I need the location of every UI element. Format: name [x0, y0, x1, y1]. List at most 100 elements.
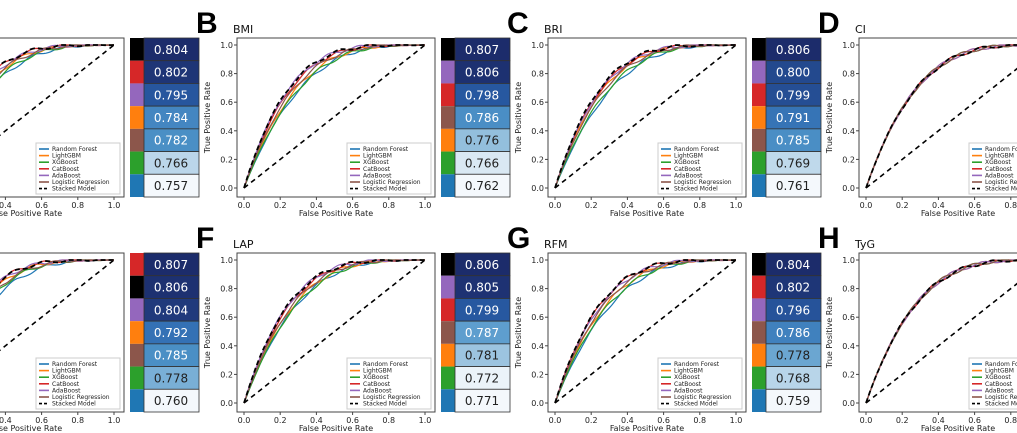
legend: Random ForestLightGBMXGBoostCatBoostAdaB… [657, 142, 743, 195]
model-color-swatch [441, 275, 455, 299]
y-tick-label: 1.0 [842, 41, 855, 50]
model-color-swatch [752, 321, 766, 344]
auc-value: 0.769 [776, 156, 810, 170]
x-tick-label: 0.4 [0, 201, 12, 210]
auc-cell [454, 388, 511, 413]
y-tick-label: 0.2 [220, 370, 233, 379]
x-tick-label: 0.6 [657, 416, 670, 425]
x-axis-label: False Positive Rate [299, 209, 373, 218]
auc-colorbar: 0.807 0.806 0.804 0.792 0.785 0.778 0.760 [130, 252, 200, 413]
auc-value: 0.806 [465, 66, 499, 80]
x-tick-label: 0.8 [693, 416, 706, 425]
legend-label: AdaBoost [363, 172, 392, 179]
auc-value: 0.771 [465, 394, 499, 408]
x-tick-label: 0.0 [238, 416, 251, 425]
legend-label: Stacked Model [52, 401, 96, 408]
x-tick-label: 0.6 [968, 201, 981, 210]
model-color-swatch [441, 321, 455, 344]
model-color-swatch [752, 253, 766, 276]
panel-title: BMI [233, 23, 253, 36]
auc-value: 0.802 [776, 281, 810, 295]
y-axis-label: True Positive Rate [203, 82, 212, 154]
x-axis-label: False Positive Rate [299, 424, 373, 433]
roc-panel: C BRI 0.0 0.2 0.4 0.6 0.8 1.0 0.0 0.2 0.4 0.6 0.8 1.0… [507, 7, 822, 218]
auc-value: 0.786 [776, 326, 810, 340]
y-tick-label: 0.6 [842, 313, 855, 322]
x-tick-label: 0.4 [310, 416, 323, 425]
legend-label: AdaBoost [674, 172, 703, 179]
roc-panel: B BMI 0.0 0.2 0.4 0.6 0.8 1.0 0.0 0.2 0.4 0.6 0.8 1.0… [196, 7, 511, 218]
auc-value: 0.795 [154, 88, 188, 102]
model-color-swatch [752, 275, 766, 299]
x-tick-label: 0.0 [238, 201, 251, 210]
legend-label: Stacked Model [985, 401, 1017, 408]
legend-label: Random Forest [52, 146, 98, 153]
model-color-swatch [130, 174, 144, 197]
legend-label: CatBoost [674, 381, 702, 388]
legend-label: Random Forest [674, 361, 720, 368]
x-axis-label: False Positive Rate [921, 209, 995, 218]
y-tick-label: 0.6 [842, 98, 855, 107]
x-tick-label: 0.8 [1004, 416, 1017, 425]
model-color-swatch [441, 128, 455, 152]
x-tick-label: 1.0 [108, 416, 121, 425]
roc-panel: 0.00.20.40.60.81.00.00.20.40.60.81.0Fals… [0, 252, 200, 433]
auc-colorbar: 0.806 0.800 0.799 0.791 0.785 0.769 0.761 [752, 37, 822, 198]
legend: Random ForestLightGBMXGBoostCatBoostAdaB… [35, 142, 121, 195]
auc-value: 0.786 [465, 111, 499, 125]
model-color-swatch [752, 60, 766, 84]
auc-value: 0.766 [465, 156, 499, 170]
legend-label: XGBoost [674, 374, 700, 381]
auc-value: 0.787 [465, 326, 499, 340]
model-color-swatch [130, 38, 144, 61]
y-tick-label: 0.6 [531, 98, 544, 107]
auc-value: 0.760 [154, 394, 188, 408]
y-axis-label: True Positive Rate [203, 297, 212, 369]
auc-colorbar: 0.804 0.802 0.796 0.786 0.778 0.768 0.759 [752, 252, 822, 413]
legend-label: Stacked Model [985, 186, 1017, 193]
auc-colorbar: 0.807 0.806 0.798 0.786 0.776 0.766 0.762 [441, 37, 511, 198]
model-color-swatch [752, 389, 766, 412]
model-color-swatch [752, 38, 766, 61]
model-color-swatch [752, 343, 766, 367]
legend-label: LightGBM [52, 368, 81, 375]
model-color-swatch [752, 298, 766, 322]
x-tick-label: 0.6 [35, 416, 48, 425]
auc-value: 0.806 [154, 281, 188, 295]
legend-box [35, 357, 121, 410]
legend: Random ForestLightGBMXGBoostCatBoostAdaB… [346, 357, 432, 410]
legend-label: Random Forest [985, 361, 1017, 368]
y-tick-label: 1.0 [220, 256, 233, 265]
panel-letter: C [507, 7, 529, 40]
auc-cell [454, 173, 511, 198]
auc-value: 0.807 [154, 258, 188, 272]
y-tick-label: 1.0 [531, 256, 544, 265]
model-color-swatch [130, 60, 144, 84]
auc-value: 0.757 [154, 179, 188, 193]
legend-label: Random Forest [52, 361, 98, 368]
y-tick-label: 0.0 [220, 184, 233, 193]
model-color-swatch [441, 389, 455, 412]
x-tick-label: 1.0 [419, 416, 432, 425]
y-tick-label: 0.6 [220, 98, 233, 107]
y-tick-label: 0.8 [531, 70, 544, 79]
y-tick-label: 0.2 [220, 155, 233, 164]
legend-box [346, 357, 432, 410]
legend-label: CatBoost [52, 166, 80, 173]
legend-label: AdaBoost [52, 387, 81, 394]
x-tick-label: 0.8 [71, 201, 84, 210]
legend-label: LightGBM [52, 153, 81, 160]
legend-label: Logistic Regression [363, 179, 421, 186]
auc-value: 0.761 [776, 179, 810, 193]
auc-value: 0.804 [154, 43, 188, 57]
legend-label: Stacked Model [674, 186, 718, 193]
legend-label: Logistic Regression [52, 394, 110, 401]
y-tick-label: 0.8 [842, 70, 855, 79]
legend-box [346, 142, 432, 195]
auc-value: 0.796 [776, 303, 810, 317]
model-color-swatch [130, 366, 144, 390]
x-tick-label: 1.0 [108, 201, 121, 210]
legend-label: Logistic Regression [674, 179, 732, 186]
model-color-swatch [130, 275, 144, 299]
model-color-swatch [130, 298, 144, 322]
